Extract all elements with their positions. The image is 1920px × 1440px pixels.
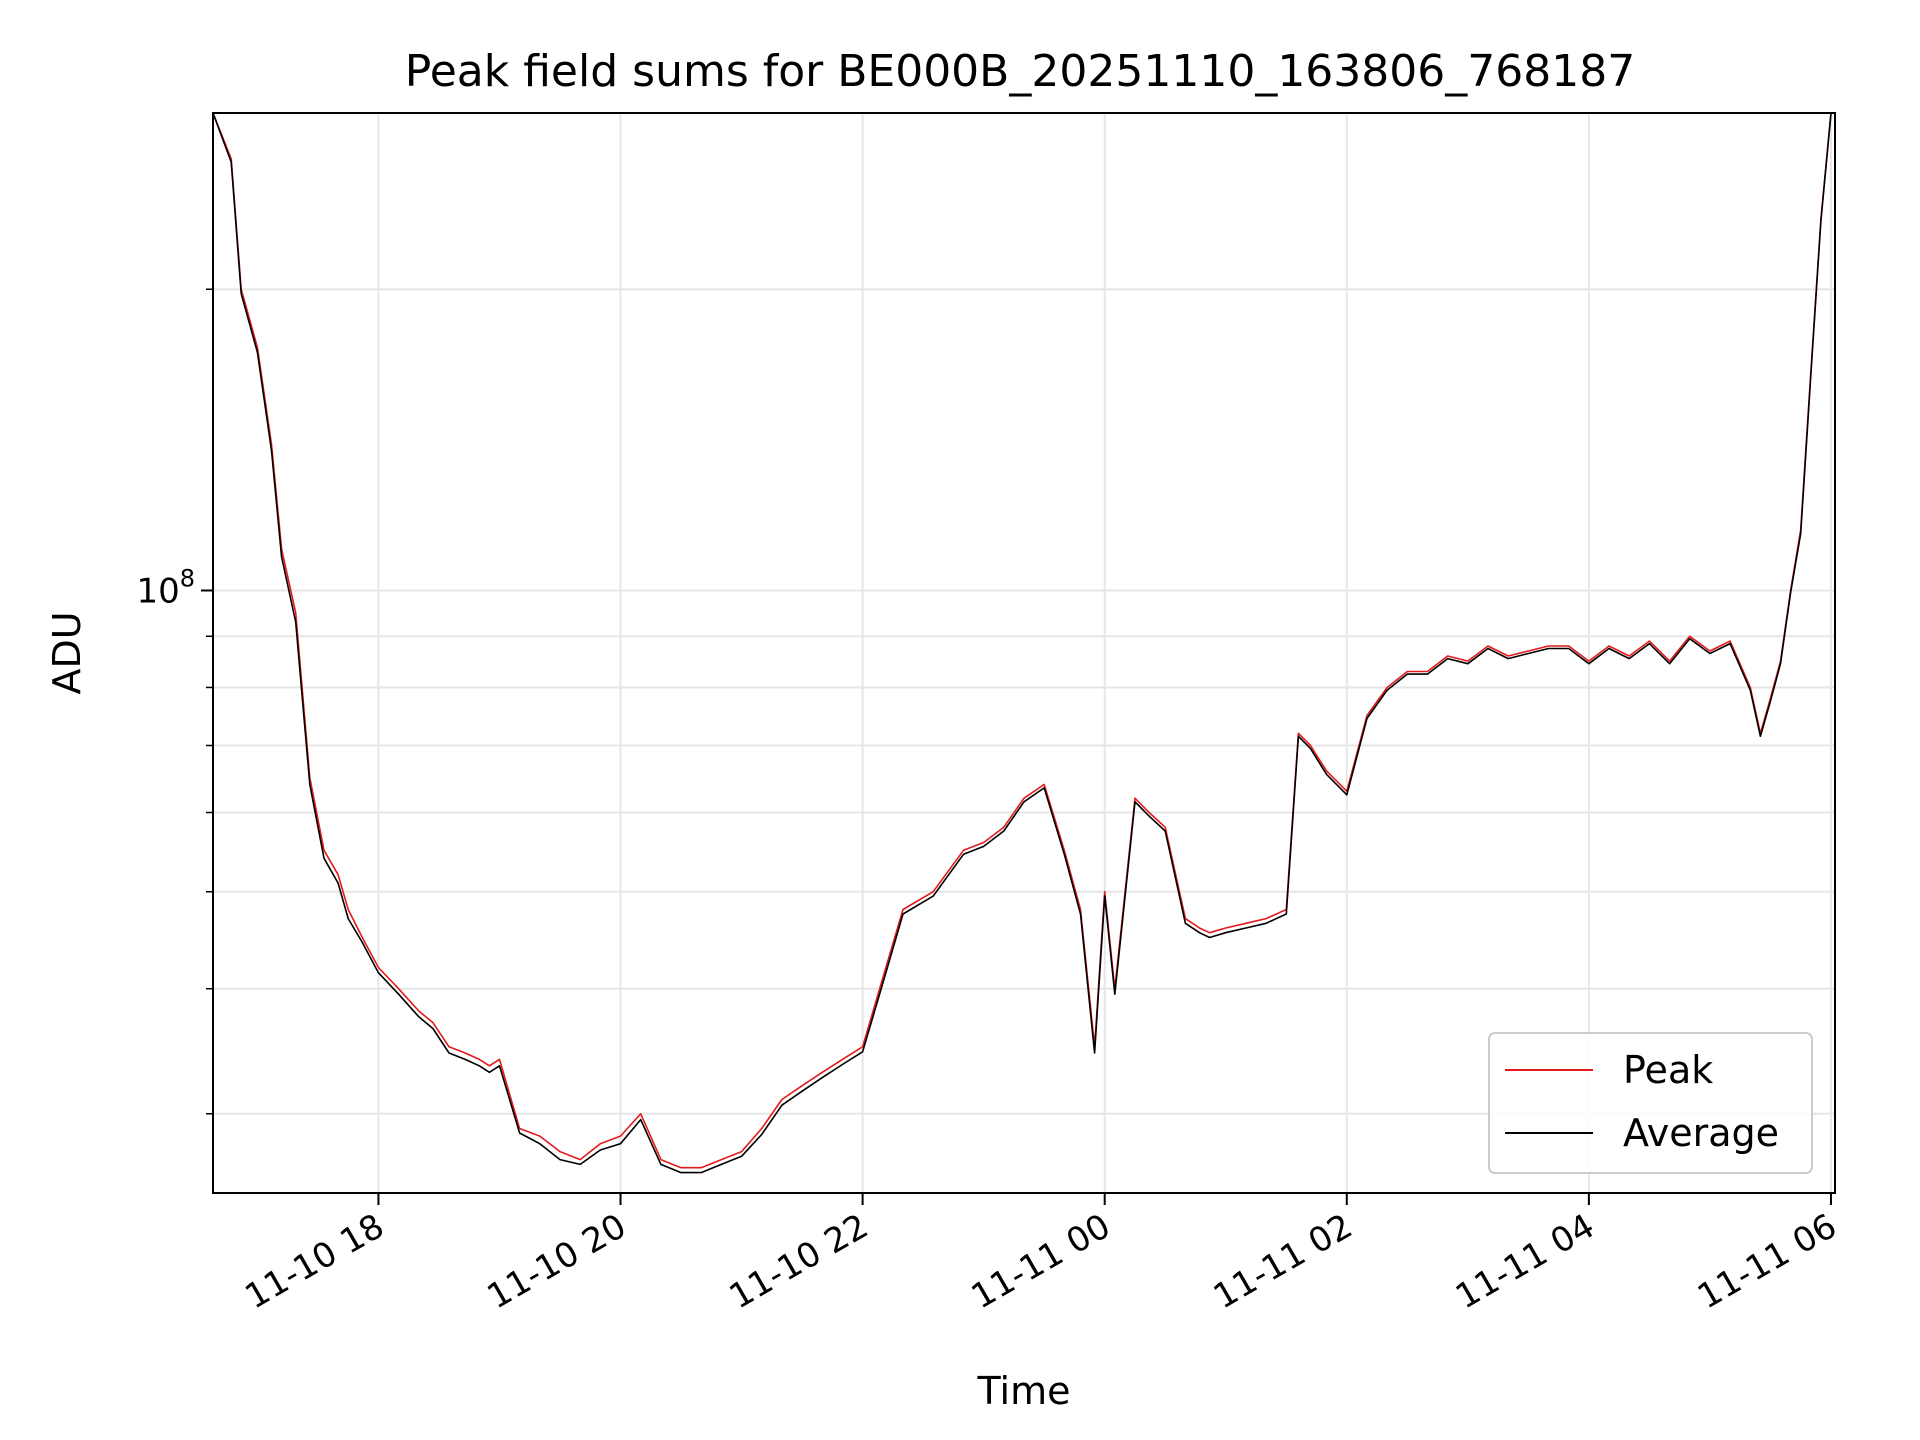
x-axis-label: Time xyxy=(977,1369,1071,1413)
y-axis-label: ADU xyxy=(45,611,89,694)
legend-peak-label: Peak xyxy=(1623,1048,1713,1092)
series-layer xyxy=(212,112,1832,1174)
series-line-peak xyxy=(212,112,1832,1169)
legend-average-label: Average xyxy=(1623,1111,1779,1155)
series-line-average xyxy=(212,112,1832,1174)
chart-title: Peak field sums for BE000B_20251110_1638… xyxy=(405,46,1636,97)
grid xyxy=(213,113,1835,1193)
y-tick-label: 108 xyxy=(136,564,195,611)
legend-box xyxy=(1488,1032,1813,1174)
plot-frame xyxy=(212,112,1836,1194)
y-axis-ticks: 108 xyxy=(136,288,213,1115)
legend: Peak Average xyxy=(1488,1032,1813,1174)
